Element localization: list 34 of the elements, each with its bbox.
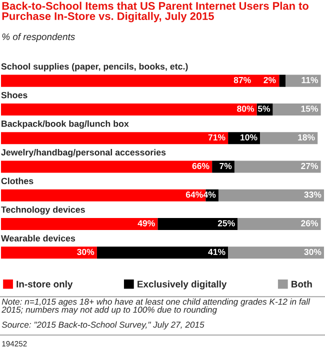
data-label: 2% bbox=[264, 76, 276, 84]
data-label: 33% bbox=[304, 192, 322, 198]
data-label: 49% bbox=[138, 220, 155, 226]
data-label: 30% bbox=[77, 248, 94, 256]
chart-subtitle: % of respondents bbox=[2, 33, 75, 42]
data-label: 5% bbox=[258, 106, 270, 112]
y-tick-label: School supplies (paper, pencils, books, etc.) bbox=[1, 63, 188, 72]
data-label: 15% bbox=[301, 106, 318, 112]
data-label: 71% bbox=[208, 134, 226, 140]
data-label: 30% bbox=[304, 248, 322, 256]
text: Note: n=1,015 ages 18+ who have at least one child attending grades K-12 in fall 2015; numbers may not add up to 100% due to rounding bbox=[2, 298, 310, 314]
data-label: 11% bbox=[302, 76, 318, 84]
data-label: 80% bbox=[237, 106, 254, 112]
data-label: 25% bbox=[218, 220, 235, 226]
legend-label: Exclusively digitally bbox=[138, 280, 227, 290]
y-tick-label: Backpack/book bag/lunch box bbox=[2, 120, 129, 129]
data-label: 27% bbox=[301, 162, 318, 170]
data-label: 66% bbox=[192, 162, 210, 170]
data-label: 87% bbox=[234, 76, 251, 84]
data-label: 18% bbox=[298, 134, 315, 140]
data-label: 26% bbox=[301, 220, 318, 226]
source-note: Source: "2015 Back-to-School Survey," July 27, 2015 bbox=[2, 321, 204, 330]
data-label: 10% bbox=[240, 134, 258, 140]
data-label: 41% bbox=[208, 248, 226, 255]
y-tick-label: Jewelry/handbag/personal accessories bbox=[1, 148, 166, 158]
y-tick-label: Clothes bbox=[1, 178, 34, 184]
data-label: 7% bbox=[220, 162, 232, 170]
y-tick-label: Wearable devices bbox=[0, 234, 76, 242]
y-tick-label: Technology devices bbox=[1, 206, 85, 215]
data-label: 64% bbox=[186, 192, 203, 198]
legend-label: In-store only bbox=[16, 280, 73, 290]
chart-title: Back-to-School Items that US Parent Internet Users Plan to Purchase In-Store vs. Digitally, July 2015 bbox=[2, 2, 308, 22]
legend-label: Both bbox=[292, 280, 312, 288]
y-tick-label: Shoes bbox=[1, 92, 28, 98]
